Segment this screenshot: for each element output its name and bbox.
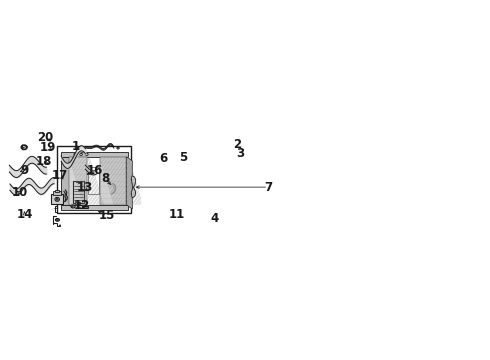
- Ellipse shape: [59, 225, 61, 226]
- Ellipse shape: [56, 219, 58, 221]
- Text: 17: 17: [51, 169, 68, 182]
- Ellipse shape: [55, 219, 59, 221]
- Bar: [55, 206, 56, 212]
- Bar: [214, 145, 217, 147]
- Text: 4: 4: [210, 212, 219, 225]
- Bar: [76, 181, 80, 182]
- Bar: [88, 167, 99, 194]
- Bar: [61, 205, 128, 210]
- Bar: [214, 140, 217, 145]
- Text: 8: 8: [101, 172, 109, 185]
- Bar: [61, 157, 69, 205]
- Text: 16: 16: [87, 165, 103, 177]
- Bar: [99, 157, 126, 205]
- Text: 19: 19: [39, 141, 56, 154]
- Ellipse shape: [56, 198, 58, 200]
- Text: 14: 14: [17, 208, 33, 221]
- Text: 13: 13: [76, 181, 93, 194]
- Bar: [76, 205, 82, 208]
- Ellipse shape: [238, 211, 242, 215]
- Text: 7: 7: [264, 181, 272, 194]
- Polygon shape: [126, 157, 132, 209]
- Ellipse shape: [74, 153, 77, 156]
- Ellipse shape: [71, 205, 73, 207]
- Bar: [69, 157, 87, 205]
- Text: 2: 2: [234, 138, 242, 151]
- Ellipse shape: [175, 143, 179, 146]
- Ellipse shape: [85, 153, 88, 156]
- Bar: [55, 190, 59, 192]
- Ellipse shape: [71, 205, 75, 208]
- Text: 10: 10: [12, 186, 28, 199]
- Ellipse shape: [77, 203, 79, 205]
- Bar: [53, 192, 61, 195]
- Ellipse shape: [55, 197, 59, 201]
- Polygon shape: [131, 176, 136, 198]
- Text: 3: 3: [236, 147, 244, 160]
- Text: 15: 15: [99, 209, 116, 222]
- Bar: [57, 146, 131, 213]
- Text: 6: 6: [159, 152, 167, 165]
- Ellipse shape: [214, 142, 217, 144]
- Polygon shape: [111, 184, 114, 194]
- Bar: [51, 194, 63, 204]
- Ellipse shape: [117, 147, 119, 149]
- Text: 11: 11: [169, 208, 185, 221]
- Text: 1: 1: [72, 140, 79, 153]
- Text: 12: 12: [74, 199, 90, 212]
- Text: 5: 5: [179, 151, 187, 164]
- Ellipse shape: [238, 214, 241, 216]
- Text: 18: 18: [35, 155, 51, 168]
- Bar: [73, 181, 84, 203]
- Text: 9: 9: [21, 163, 29, 176]
- Bar: [61, 152, 128, 157]
- Bar: [75, 202, 80, 204]
- Ellipse shape: [239, 206, 243, 208]
- Polygon shape: [112, 183, 116, 193]
- Text: 20: 20: [37, 131, 53, 144]
- Ellipse shape: [80, 153, 82, 156]
